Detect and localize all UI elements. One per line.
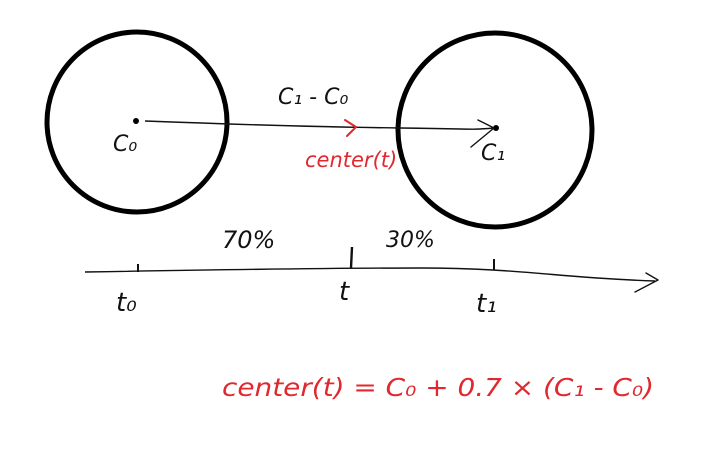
circle-c1: [395, 30, 595, 230]
circle-c0: [44, 29, 230, 215]
label-pct-left: 70%: [222, 226, 275, 254]
label-c0: C₀: [113, 132, 137, 157]
label-vector: C₁ - C₀: [278, 85, 348, 110]
label-center-t: center(t): [305, 148, 397, 172]
vector-arrowhead: [470, 119, 495, 148]
timeline-arrowhead: [634, 272, 659, 293]
timeline-axis: [84, 267, 656, 282]
center-dot-c0: [133, 118, 139, 124]
tick-t: [349, 246, 354, 269]
label-pct-right: 30%: [386, 228, 435, 253]
label-t1: t₁: [476, 289, 497, 319]
formula: center(t) = C₀ + 0.7 × (C₁ - C₀): [222, 373, 654, 402]
center-t-marker: [344, 119, 357, 137]
label-t: t: [339, 277, 350, 307]
label-t0: t₀: [116, 288, 137, 318]
vector-line: [144, 120, 495, 130]
center-dot-c1: [493, 125, 499, 131]
label-c1: C₁: [481, 141, 505, 166]
